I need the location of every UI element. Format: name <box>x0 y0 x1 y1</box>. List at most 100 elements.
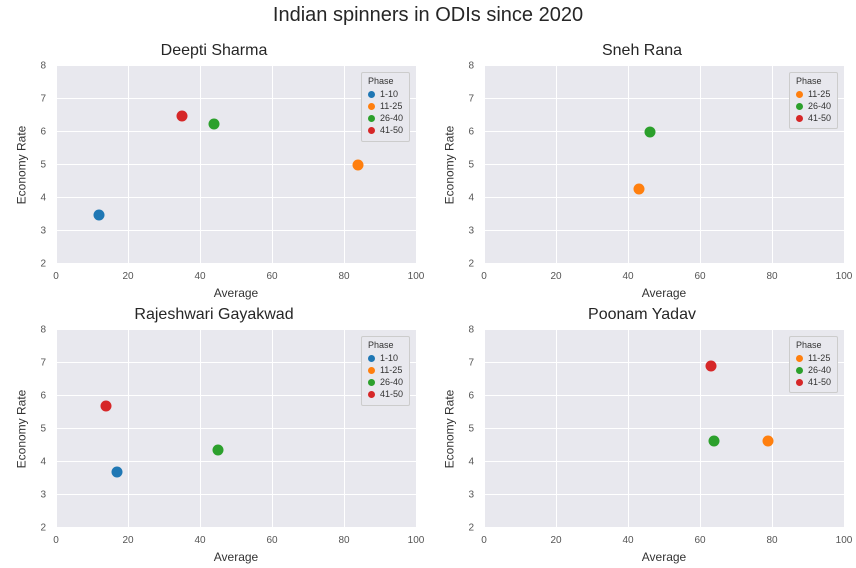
legend-item: 41-50 <box>796 376 831 388</box>
x-tick-label: 40 <box>622 535 633 546</box>
x-tick-label: 60 <box>694 271 705 282</box>
y-tick-label: 7 <box>40 358 46 369</box>
legend-label: 11-25 <box>808 352 830 364</box>
x-axis-label: Average <box>484 286 844 300</box>
data-point <box>705 360 716 371</box>
y-tick-label: 8 <box>468 61 474 72</box>
legend-item: 1-10 <box>368 352 403 364</box>
y-tick-label: 7 <box>468 358 474 369</box>
x-tick-label: 100 <box>408 535 425 546</box>
y-tick-label: 3 <box>40 490 46 501</box>
y-tick-label: 3 <box>468 226 474 237</box>
y-tick-label: 5 <box>468 424 474 435</box>
plot-area: 0204060801002345678Phase11-2526-4041-50 <box>484 66 844 264</box>
legend-item: 11-25 <box>368 100 403 112</box>
x-tick-label: 40 <box>194 271 205 282</box>
panel-grid: Deepti SharmaEconomy RateAverage02040608… <box>0 40 856 568</box>
x-tick-label: 60 <box>694 535 705 546</box>
data-point <box>101 400 112 411</box>
plot-area: 0204060801002345678Phase1-1011-2526-4041… <box>56 66 416 264</box>
legend-item: 26-40 <box>368 112 403 124</box>
y-tick-label: 2 <box>40 523 46 534</box>
legend-item: 11-25 <box>368 364 403 376</box>
x-tick-label: 100 <box>836 271 853 282</box>
figure: Indian spinners in ODIs since 2020 Deept… <box>0 0 856 568</box>
data-point <box>209 118 220 129</box>
y-tick-label: 3 <box>40 226 46 237</box>
legend-item: 1-10 <box>368 88 403 100</box>
x-tick-label: 100 <box>408 271 425 282</box>
y-tick-label: 6 <box>40 391 46 402</box>
legend-item: 11-25 <box>796 352 831 364</box>
legend-title: Phase <box>368 76 403 86</box>
legend-swatch-icon <box>368 391 375 398</box>
legend-label: 41-50 <box>380 124 403 136</box>
panel-title: Poonam Yadav <box>428 306 856 324</box>
x-tick-label: 0 <box>53 271 59 282</box>
y-tick-label: 6 <box>468 127 474 138</box>
y-tick-label: 5 <box>40 160 46 171</box>
legend-label: 26-40 <box>808 364 831 376</box>
panel-title: Sneh Rana <box>428 42 856 60</box>
legend-item: 26-40 <box>368 376 403 388</box>
data-point <box>633 183 644 194</box>
legend-swatch-icon <box>368 127 375 134</box>
legend-item: 11-25 <box>796 88 831 100</box>
x-axis-label: Average <box>56 550 416 564</box>
legend-swatch-icon <box>796 91 803 98</box>
legend-swatch-icon <box>796 355 803 362</box>
y-axis-label: Economy Rate <box>442 330 456 528</box>
y-tick-label: 7 <box>40 94 46 105</box>
legend-item: 26-40 <box>796 100 831 112</box>
y-axis-label: Economy Rate <box>14 330 28 528</box>
legend-label: 26-40 <box>808 100 831 112</box>
legend-label: 11-25 <box>380 100 402 112</box>
data-point <box>94 209 105 220</box>
legend-swatch-icon <box>796 115 803 122</box>
chart-panel: Poonam YadavEconomy RateAverage020406080… <box>428 304 856 568</box>
x-axis-label: Average <box>56 286 416 300</box>
legend-swatch-icon <box>368 103 375 110</box>
x-tick-label: 80 <box>338 271 349 282</box>
legend-item: 26-40 <box>796 364 831 376</box>
legend-item: 41-50 <box>796 112 831 124</box>
x-axis-label: Average <box>484 550 844 564</box>
legend-label: 11-25 <box>380 364 402 376</box>
x-tick-label: 60 <box>266 535 277 546</box>
y-tick-label: 5 <box>40 424 46 435</box>
y-axis-label: Economy Rate <box>14 66 28 264</box>
x-tick-label: 40 <box>194 535 205 546</box>
x-tick-label: 20 <box>550 535 561 546</box>
x-tick-label: 0 <box>481 535 487 546</box>
legend-swatch-icon <box>368 115 375 122</box>
x-tick-label: 0 <box>481 271 487 282</box>
data-point <box>112 466 123 477</box>
x-tick-label: 20 <box>122 271 133 282</box>
x-tick-label: 20 <box>122 535 133 546</box>
x-tick-label: 60 <box>266 271 277 282</box>
legend-item: 41-50 <box>368 124 403 136</box>
x-tick-label: 80 <box>338 535 349 546</box>
y-tick-label: 8 <box>40 61 46 72</box>
legend-swatch-icon <box>368 91 375 98</box>
legend-swatch-icon <box>796 379 803 386</box>
y-tick-label: 2 <box>40 259 46 270</box>
y-tick-label: 4 <box>40 457 46 468</box>
x-tick-label: 100 <box>836 535 853 546</box>
data-point <box>353 160 364 171</box>
legend-title: Phase <box>796 76 831 86</box>
x-tick-label: 0 <box>53 535 59 546</box>
legend-label: 26-40 <box>380 112 403 124</box>
chart-panel: Deepti SharmaEconomy RateAverage02040608… <box>0 40 428 304</box>
chart-panel: Rajeshwari GayakwadEconomy RateAverage02… <box>0 304 428 568</box>
legend-label: 41-50 <box>808 112 831 124</box>
panel-title: Rajeshwari Gayakwad <box>0 306 428 324</box>
legend-swatch-icon <box>796 103 803 110</box>
plot-area: 0204060801002345678Phase1-1011-2526-4041… <box>56 330 416 528</box>
legend-title: Phase <box>796 340 831 350</box>
data-point <box>709 435 720 446</box>
legend: Phase 11-2526-4041-50 <box>789 336 838 393</box>
y-tick-label: 8 <box>40 325 46 336</box>
legend-label: 41-50 <box>380 388 403 400</box>
plot-area: 0204060801002345678Phase11-2526-4041-50 <box>484 330 844 528</box>
